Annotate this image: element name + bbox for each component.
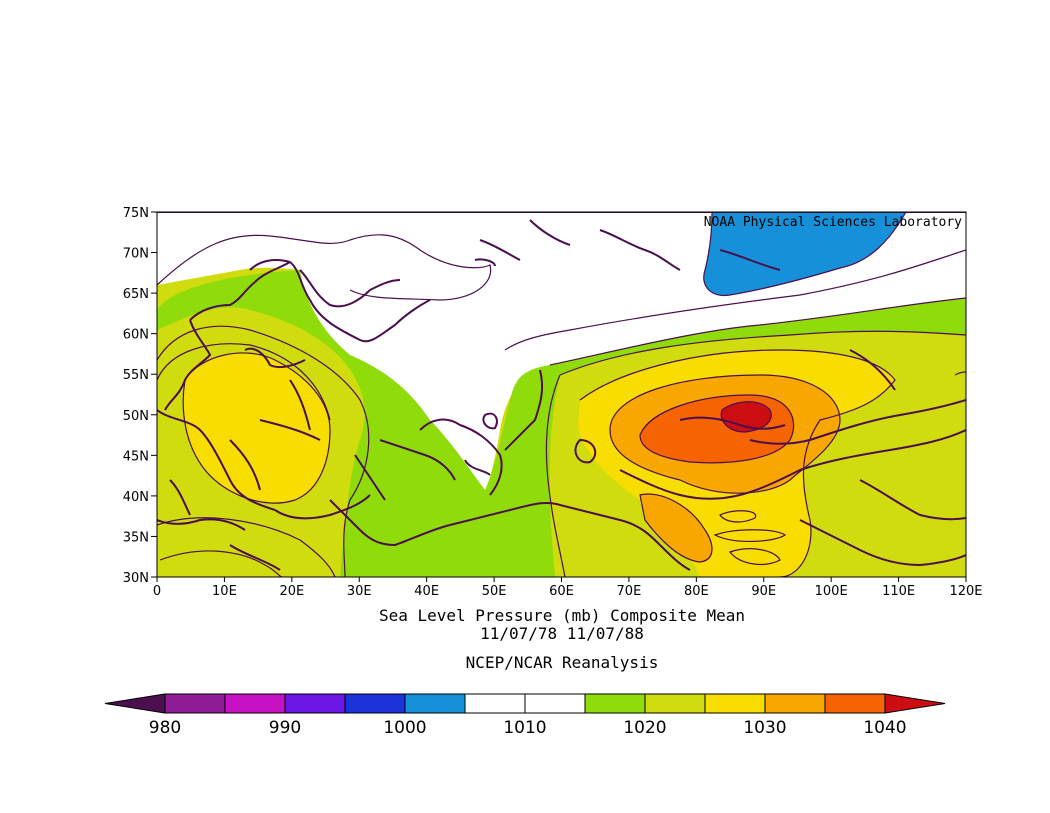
- lat-tick-label: 45N: [123, 449, 149, 464]
- longitude-axis: 0 10E 20E 30E 40E 50E 60E 70E 80E 90E 100E 110E 120E: [153, 577, 983, 599]
- lat-tick-label: 50N: [123, 409, 149, 424]
- credit-label: NOAA Physical Sciences Laboratory: [704, 215, 962, 230]
- title-line-3: NCEP/NCAR Reanalysis: [466, 653, 659, 672]
- lon-tick-label: 50E: [482, 584, 507, 599]
- lon-tick-label: 30E: [347, 584, 372, 599]
- lon-tick-label: 90E: [751, 584, 776, 599]
- colorbar-swatch: [644, 693, 706, 714]
- lat-tick-label: 55N: [123, 368, 149, 383]
- colorbar-label: 1000: [383, 718, 426, 738]
- lon-tick-label: 40E: [414, 584, 439, 599]
- lon-tick-label: 110E: [882, 584, 915, 599]
- colorbar-label: 980: [149, 718, 181, 738]
- colorbar-swatch: [764, 693, 826, 714]
- title-line-1: Sea Level Pressure (mb) Composite Mean: [379, 606, 745, 625]
- fill-1015-1020-green: [157, 270, 966, 577]
- colorbar-label: 990: [269, 718, 301, 738]
- lon-tick-label: 0: [153, 584, 161, 599]
- colorbar-arrow-high: [884, 693, 946, 714]
- fill-above-1040: [721, 401, 772, 432]
- lon-tick-label: 10E: [212, 584, 237, 599]
- colorbar-label: 1040: [863, 718, 906, 738]
- lat-tick-label: 40N: [123, 490, 149, 505]
- colorbar-swatch: [164, 693, 226, 714]
- colorbar-swatch: [224, 693, 286, 714]
- lat-tick-label: 65N: [123, 287, 149, 302]
- latitude-axis: 75N 70N 65N 60N 55N 50N 45N 40N 35N 30N: [123, 206, 157, 586]
- colorbar-label: 1020: [623, 718, 666, 738]
- colorbar-arrow-low: [104, 693, 166, 714]
- colorbar-swatch: [464, 693, 526, 714]
- fill-1000-1005: [703, 212, 906, 296]
- lat-tick-label: 30N: [123, 571, 149, 586]
- colorbar-label: 1030: [743, 718, 786, 738]
- colorbar: 980 990 1000 1010 1020 1030 1040: [104, 693, 946, 738]
- lat-tick-label: 70N: [123, 247, 149, 262]
- coastlines-borders: [157, 212, 966, 571]
- colorbar-swatch: [284, 693, 346, 714]
- lon-tick-label: 20E: [279, 584, 304, 599]
- colorbar-swatch: [404, 693, 466, 714]
- fill-1025-1030-west: [183, 352, 330, 504]
- lon-tick-label: 100E: [815, 584, 848, 599]
- lon-tick-label: 60E: [549, 584, 574, 599]
- title-line-2: 11/07/78 11/07/88: [480, 624, 644, 643]
- colorbar-swatch: [584, 693, 646, 714]
- contour-lines: [157, 212, 966, 577]
- lat-tick-label: 60N: [123, 328, 149, 343]
- colorbar-label: 1010: [503, 718, 546, 738]
- fill-1030-1035-south: [640, 494, 712, 562]
- lon-tick-label: 80E: [684, 584, 709, 599]
- lon-tick-label: 70E: [617, 584, 642, 599]
- colorbar-swatch: [524, 693, 586, 714]
- lat-tick-label: 75N: [123, 206, 149, 221]
- lat-tick-label: 35N: [123, 530, 149, 545]
- lon-tick-label: 120E: [949, 584, 982, 599]
- map-plot-area: [157, 212, 966, 577]
- colorbar-swatch: [704, 693, 766, 714]
- colorbar-swatch: [824, 693, 886, 714]
- colorbar-swatch: [344, 693, 406, 714]
